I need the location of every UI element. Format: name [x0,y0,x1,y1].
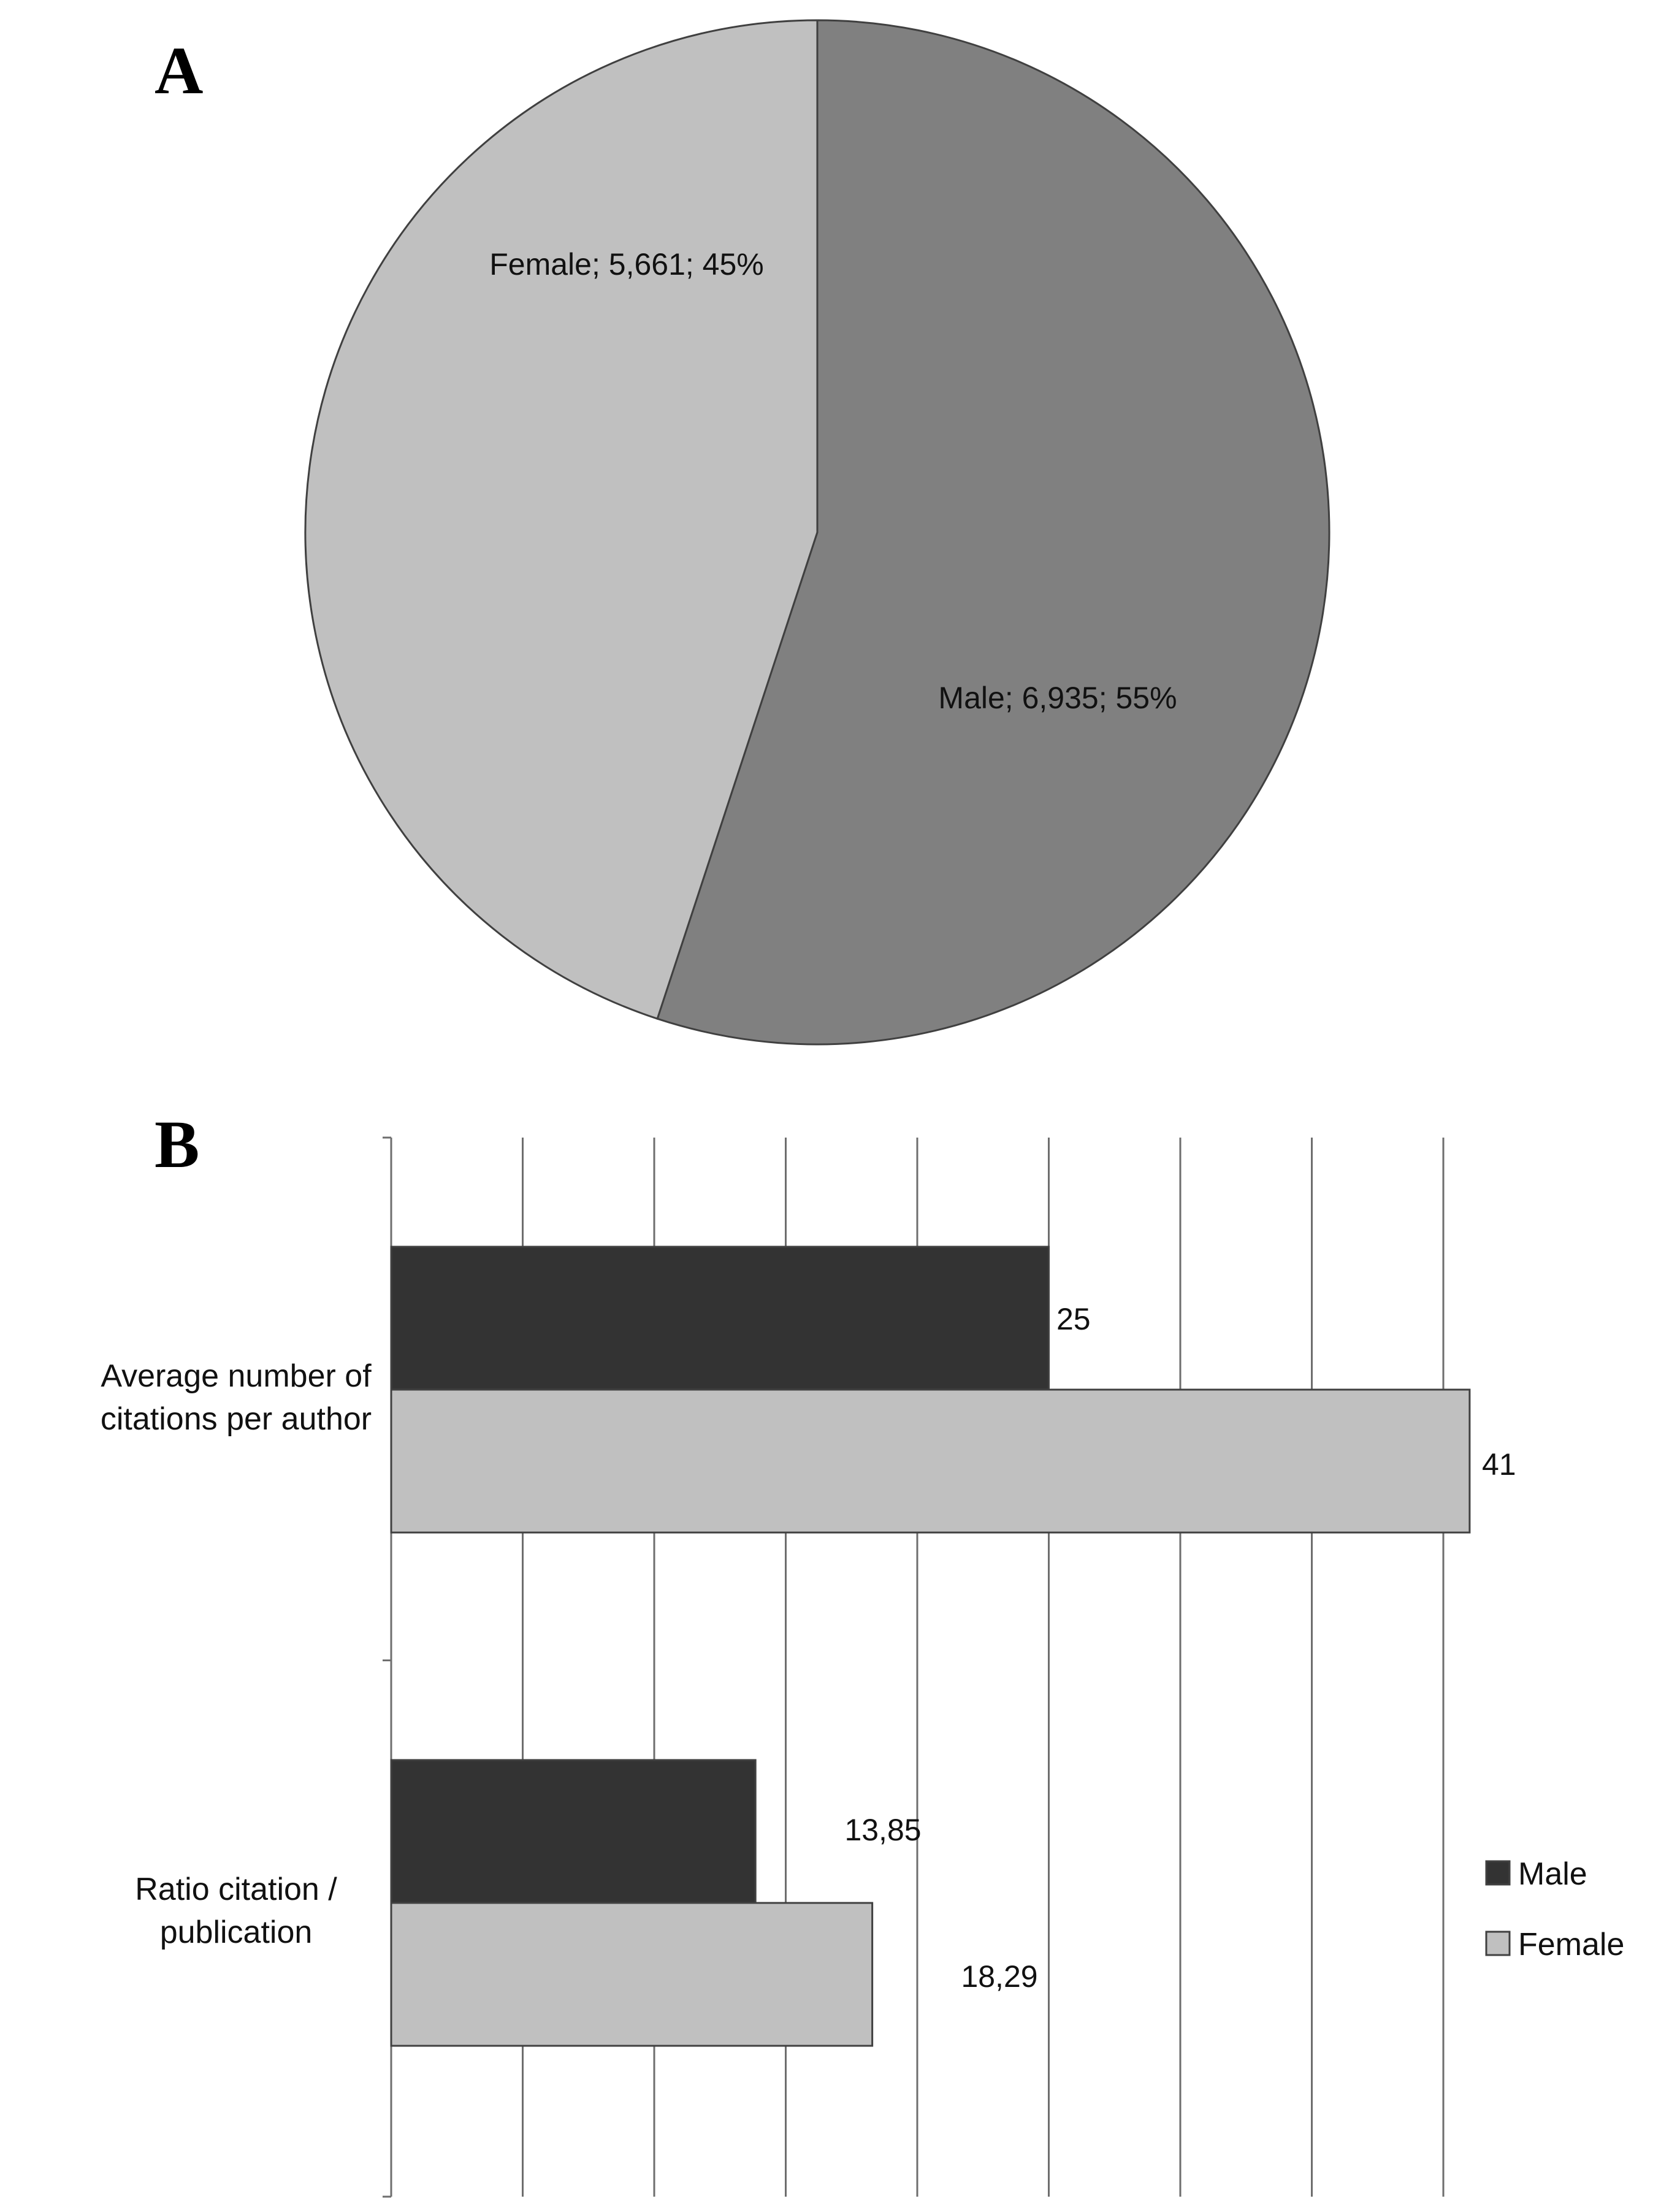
bar-chart: 25 41 13,85 18,29 Average number of citation… [101,1136,1624,2198]
legend-label-female: Female [1518,1927,1624,1962]
legend: Male Female [1485,1856,1624,1962]
data-label: 18,29 [961,1959,1037,1994]
pie-label-female: Female; 5,661; 45% [489,247,764,281]
legend-swatch-male [1485,1860,1511,1886]
pie-slice-female [304,19,819,1020]
pie-chart: Male; 6,935; 55% Female; 5,661; 45% [304,19,1331,1046]
panel-letter-a: A [155,33,203,108]
panel-letter-b: B [155,1107,199,1182]
legend-swatch-female [1485,1931,1511,1956]
bar-female-2 [390,1902,874,2047]
data-label: 41 [1482,1447,1516,1482]
legend-label-male: Male [1518,1856,1587,1892]
data-label: 25 [1056,1302,1091,1336]
data-label: 13,85 [844,1813,921,1847]
category-label: Ratio citation / publication [135,1872,337,1950]
pie-slice-male [656,19,1331,1046]
pie-label-male: Male; 6,935; 55% [938,681,1177,715]
bar-axis [383,1136,392,2198]
bar-female-1 [390,1388,1471,1534]
bar-category-labels: Average number of citations per author Rat… [101,1358,372,1950]
bar-marks: 25 41 13,85 18,29 [390,1246,1516,2047]
bar-male-2 [390,1759,757,1904]
category-label: Average number of citations per author [101,1358,372,1437]
bar-male-1 [390,1246,1050,1391]
